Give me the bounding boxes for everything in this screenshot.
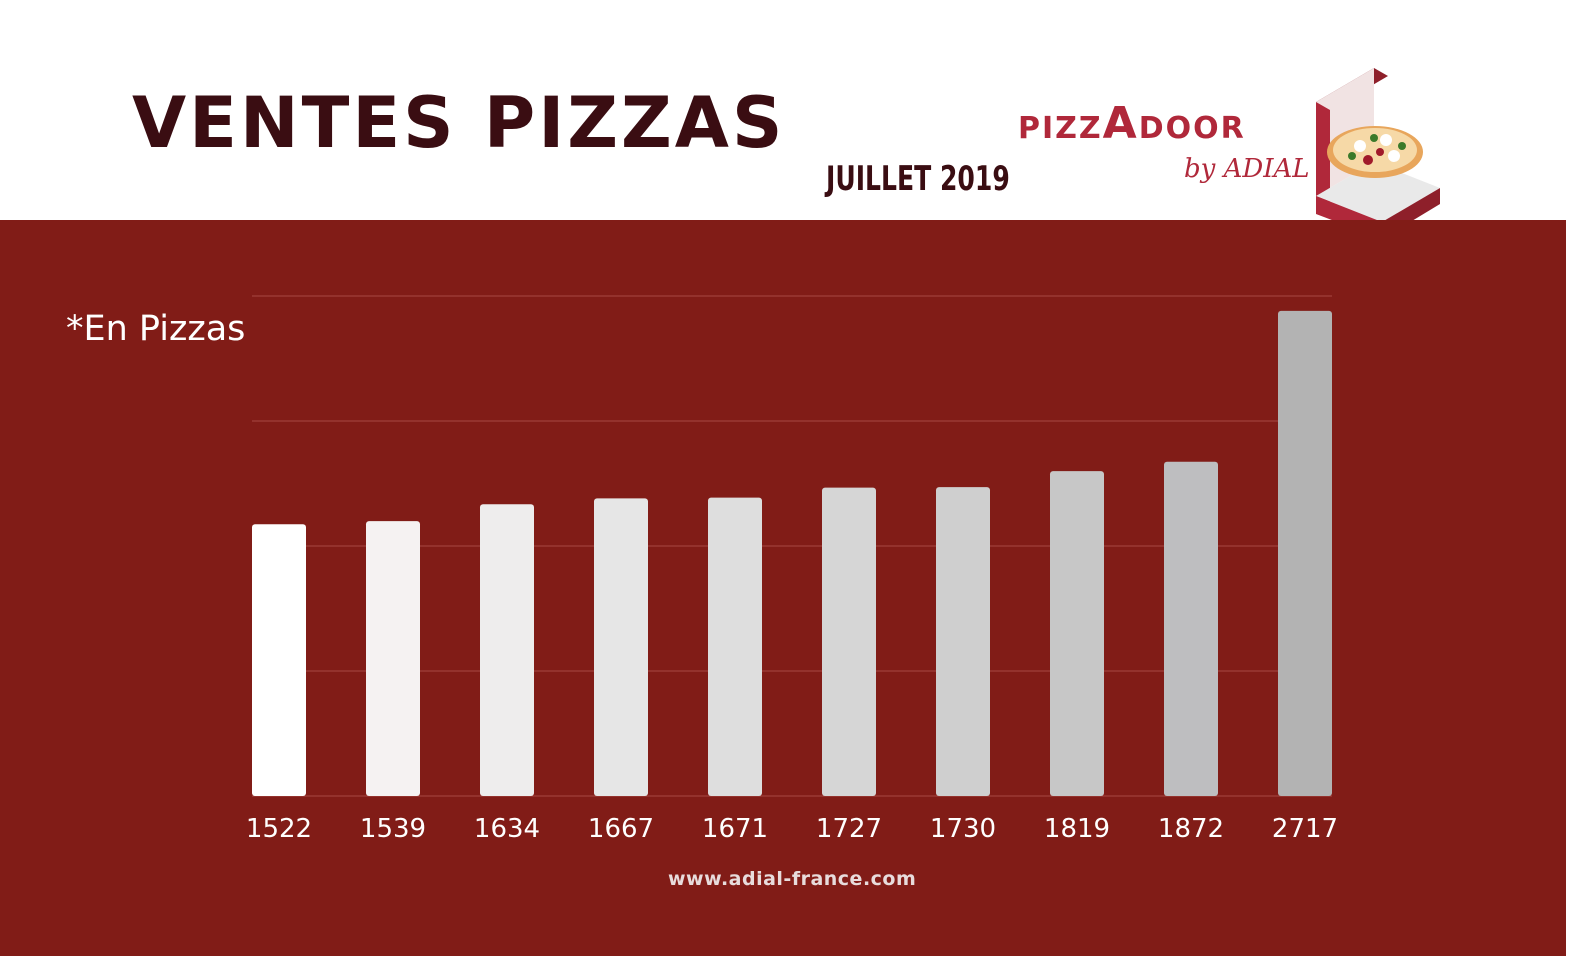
logo-a: A (1102, 98, 1139, 149)
x-tick-label: 1522 (246, 814, 312, 844)
x-tick-label: 2717 (1272, 814, 1338, 844)
chart-title: VENTES PIZZAS (132, 82, 786, 164)
logo-prefix: PIZZ (1018, 111, 1103, 146)
x-tick-label: 1539 (360, 814, 426, 844)
x-tick-label: 1819 (1044, 814, 1110, 844)
pizza-box-icon (1316, 68, 1440, 239)
logo-suffix: DOOR (1138, 111, 1246, 146)
bar-2717 (1278, 310, 1332, 796)
bar-1667 (594, 498, 648, 796)
bar-1671 (708, 497, 762, 796)
bar-1727 (822, 487, 876, 796)
header: VENTES PIZZAS JUILLET 2019 PIZZADOOR by … (0, 0, 1572, 239)
bar-1634 (480, 504, 534, 796)
unit-note: *En Pizzas (66, 309, 246, 349)
chart-subtitle: JUILLET 2019 (826, 159, 1010, 199)
x-tick-label: 1667 (588, 814, 654, 844)
x-tick-label: 1730 (930, 814, 996, 844)
footer-url: www.adial-france.com (668, 868, 917, 890)
logo-wordmark: PIZZADOOR (1018, 102, 1246, 146)
bar-1539 (366, 521, 420, 796)
x-tick-label: 1727 (816, 814, 882, 844)
x-tick-label: 1872 (1158, 814, 1224, 844)
x-tick-label: 1671 (702, 814, 768, 844)
brand-logo: PIZZADOOR by ADIAL (1010, 64, 1450, 239)
bar-1730 (936, 487, 990, 796)
bar-1522 (252, 524, 306, 796)
x-tick-label: 1634 (474, 814, 540, 844)
bar-1872 (1164, 461, 1218, 796)
bar-1819 (1050, 471, 1104, 796)
logo-byline: by ADIAL (1184, 154, 1310, 184)
